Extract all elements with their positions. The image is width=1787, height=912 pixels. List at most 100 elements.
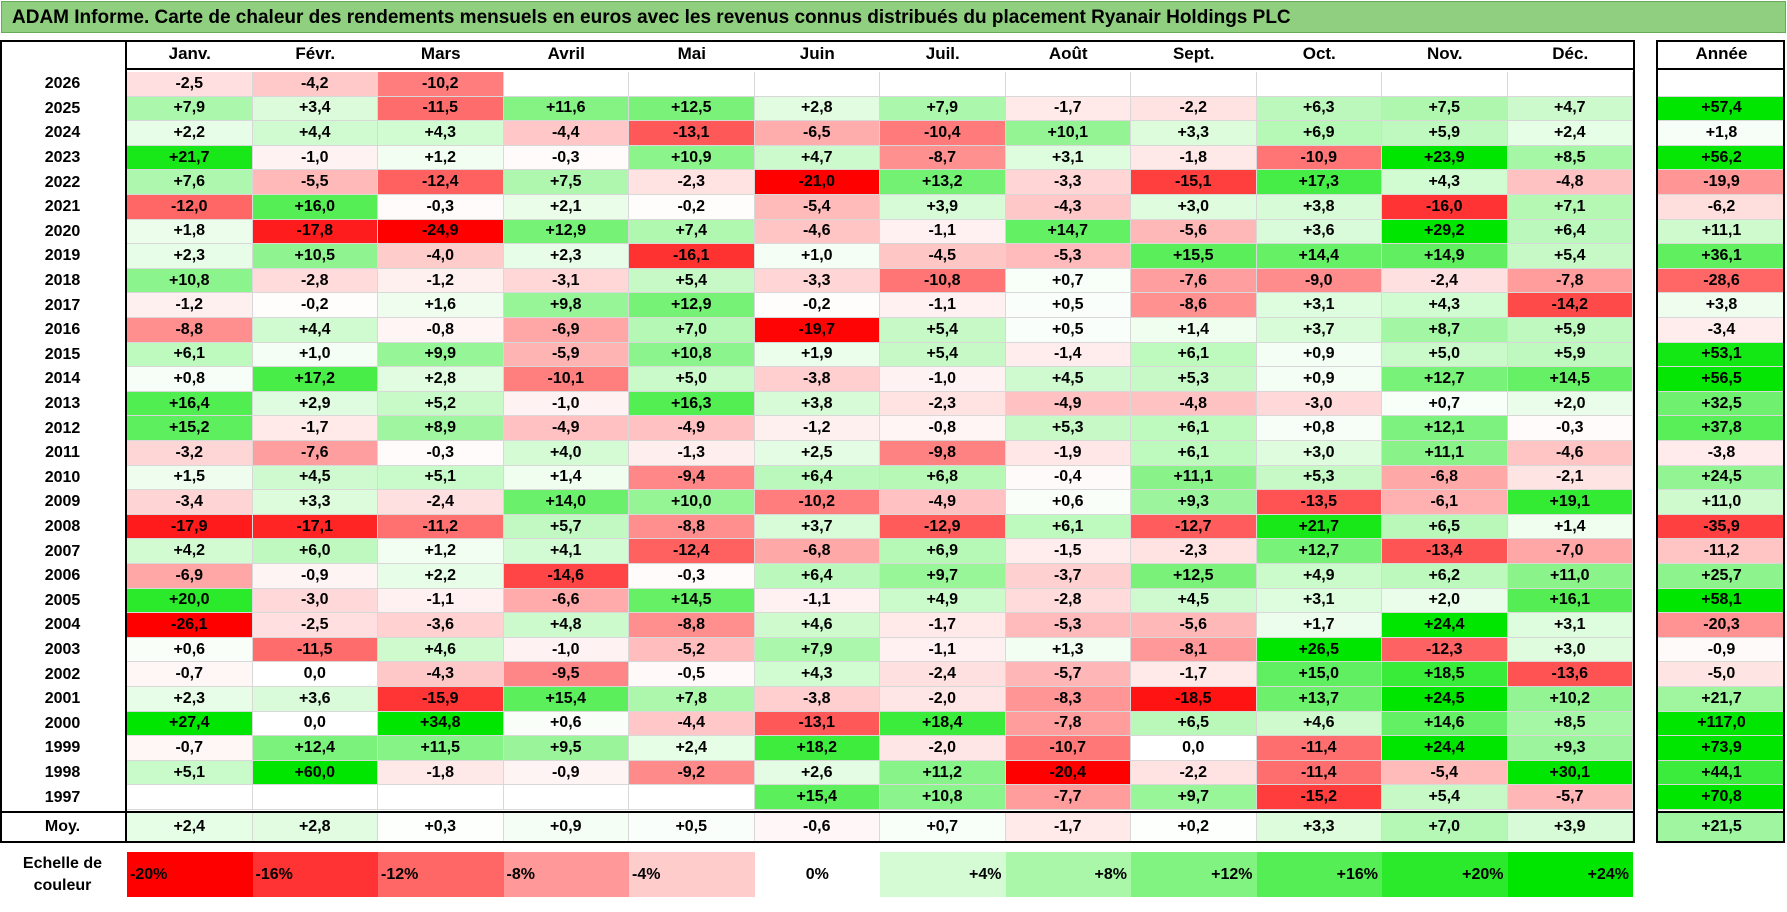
heatmap-cell: +0,9 <box>1256 342 1382 368</box>
heatmap-cell: +12,5 <box>1131 564 1257 589</box>
average-cell: +3,9 <box>1507 812 1633 842</box>
heatmap-cell: -4,9 <box>503 416 629 441</box>
heatmap-cell: +5,7 <box>503 514 629 540</box>
year-label: 2007 <box>0 539 125 564</box>
heatmap-cell: +1,5 <box>127 465 253 491</box>
heatmap-cell: +0,8 <box>1256 416 1382 441</box>
scale-stop: +4% <box>880 852 1006 897</box>
year-label: 1997 <box>0 785 125 810</box>
heatmap-cell: +60,0 <box>252 760 378 786</box>
heatmap-cell: +10,5 <box>252 244 378 269</box>
heatmap-cell: -3,8 <box>754 367 880 392</box>
title-bar: ADAM Informe. Carte de chaleur des rende… <box>1 1 1786 33</box>
heatmap-cell <box>629 785 755 810</box>
heatmap-cell: +3,0 <box>1507 637 1633 663</box>
month-header: Oct. <box>1256 40 1382 70</box>
heatmap-cell: +5,3 <box>1131 367 1257 392</box>
average-cell: +2,8 <box>252 812 378 842</box>
heatmap-cell: +24,4 <box>1382 613 1508 638</box>
heatmap-cell: -15,1 <box>1131 170 1257 195</box>
heatmap-cell: +3,8 <box>1256 195 1382 220</box>
heatmap-cell: +10,1 <box>1005 121 1131 146</box>
heatmap-cell: -6,9 <box>127 564 253 589</box>
year-label: 2015 <box>0 342 125 368</box>
heatmap-cell: -5,5 <box>252 170 378 195</box>
year-label: 2011 <box>0 441 125 466</box>
month-header: Août <box>1005 40 1131 70</box>
heatmap-cell: +1,4 <box>1131 318 1257 343</box>
annual-cell: +1,8 <box>1658 121 1785 146</box>
heatmap-cell: +0,7 <box>1005 268 1131 294</box>
heatmap-cell: -2,5 <box>252 613 378 638</box>
year-label: 2017 <box>0 293 125 318</box>
heatmap-cell: +29,2 <box>1382 219 1508 245</box>
heatmap-cell: -12,7 <box>1131 514 1257 540</box>
heatmap-cell: -12,3 <box>1382 637 1508 663</box>
heatmap-cell: -2,4 <box>1382 268 1508 294</box>
heatmap-cell <box>1256 72 1382 97</box>
heatmap-cell: -1,7 <box>1005 96 1131 122</box>
heatmap-cell: -0,3 <box>503 145 629 171</box>
heatmap-cell: +11,1 <box>1382 441 1508 466</box>
heatmap-cell: +5,4 <box>880 318 1006 343</box>
year-label: 2010 <box>0 465 125 491</box>
heatmap-cell: -2,1 <box>1507 465 1633 491</box>
heatmap-cell: -15,9 <box>378 687 504 712</box>
annual-cell: +58,1 <box>1658 588 1785 614</box>
heatmap-cell: +12,7 <box>1382 367 1508 392</box>
year-label: 2021 <box>0 195 125 220</box>
heatmap-cell: +12,9 <box>629 293 755 318</box>
heatmap-cell: +5,4 <box>1507 244 1633 269</box>
heatmap-cell: +15,0 <box>1256 662 1382 687</box>
heatmap-cell: +11,2 <box>880 760 1006 786</box>
annual-cell: +36,1 <box>1658 244 1785 269</box>
heatmap-cell: -1,7 <box>252 416 378 441</box>
year-label: 2008 <box>0 514 125 540</box>
heatmap-cell: -17,8 <box>252 219 378 245</box>
heatmap-cell: +3,0 <box>1256 441 1382 466</box>
heatmap-cell: -5,4 <box>1382 760 1508 786</box>
heatmap-cell: -1,4 <box>1005 342 1131 368</box>
month-header: Avril <box>503 40 629 70</box>
year-label: 2002 <box>0 662 125 687</box>
heatmap-cell: +5,4 <box>1382 785 1508 810</box>
year-label: 1998 <box>0 760 125 786</box>
heatmap-cell: +8,5 <box>1507 711 1633 737</box>
heatmap-cell: -0,2 <box>754 293 880 318</box>
heatmap-cell: +17,2 <box>252 367 378 392</box>
scale-stop: 0% <box>754 852 880 897</box>
year-label: 2006 <box>0 564 125 589</box>
heatmap-cell: -3,0 <box>252 588 378 614</box>
heatmap-cell: +6,4 <box>754 465 880 491</box>
average-cell: +0,5 <box>629 812 755 842</box>
heatmap-cell: -12,4 <box>378 170 504 195</box>
month-header: Mars <box>378 40 504 70</box>
heatmap-cell: -7,7 <box>1005 785 1131 810</box>
heatmap-cell: -0,5 <box>629 662 755 687</box>
year-label: 2020 <box>0 219 125 245</box>
average-annual-cell: +21,5 <box>1658 812 1785 842</box>
year-label: 2024 <box>0 121 125 146</box>
heatmap-cell: -4,6 <box>754 219 880 245</box>
heatmap-cell: +5,3 <box>1005 416 1131 441</box>
heatmap-cell: +5,9 <box>1507 342 1633 368</box>
heatmap-cell: +2,3 <box>127 244 253 269</box>
heatmap-cell: +12,7 <box>1256 539 1382 564</box>
heatmap-cell: +1,6 <box>378 293 504 318</box>
heatmap-cell: -10,7 <box>1005 736 1131 761</box>
heatmap-cell: -4,3 <box>378 662 504 687</box>
heatmap-cell: -5,4 <box>754 195 880 220</box>
heatmap-cell: +9,5 <box>503 736 629 761</box>
heatmap-cell: -4,6 <box>1507 441 1633 466</box>
annual-cell: +24,5 <box>1658 465 1785 491</box>
heatmap-cell: +0,6 <box>1005 490 1131 515</box>
heatmap-cell: -1,8 <box>378 760 504 786</box>
scale-stop: +8% <box>1005 852 1131 897</box>
heatmap-cell: +4,0 <box>503 441 629 466</box>
heatmap-cell: +7,6 <box>127 170 253 195</box>
heatmap-cell: +7,5 <box>503 170 629 195</box>
heatmap-cell: +4,6 <box>378 637 504 663</box>
heatmap-cell: +3,4 <box>252 96 378 122</box>
average-cell: +0,7 <box>880 812 1006 842</box>
